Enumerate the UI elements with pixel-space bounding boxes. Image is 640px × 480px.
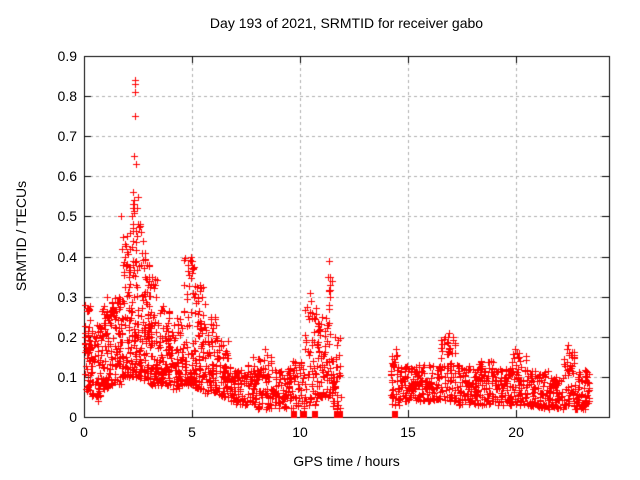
chart-title: Day 193 of 2021, SRMTID for receiver gab… xyxy=(209,15,484,31)
y-tick-label: 0.6 xyxy=(57,168,77,185)
y-axis-label: SRMTID / TECUs xyxy=(13,180,29,292)
y-tick-label: 0.5 xyxy=(57,208,77,225)
y-tick-label: 0.8 xyxy=(57,88,77,105)
x-axis-label: GPS time / hours xyxy=(293,453,400,469)
y-tick-label: 0.2 xyxy=(57,328,77,345)
x-tick-label: 0 xyxy=(80,424,88,440)
y-tick-label: 0.9 xyxy=(57,48,77,64)
x-tick-label: 10 xyxy=(292,424,308,440)
y-tick-label: 0 xyxy=(69,409,77,425)
x-tick-label: 20 xyxy=(508,424,524,440)
y-tick-label: 0.1 xyxy=(57,368,77,385)
y-tick-label: 0.4 xyxy=(57,248,77,265)
y-tick-label: 0.7 xyxy=(57,128,77,145)
x-tick-label: 5 xyxy=(188,424,196,440)
y-tick-label: 0.3 xyxy=(57,288,77,305)
x-tick-label: 15 xyxy=(400,424,416,440)
